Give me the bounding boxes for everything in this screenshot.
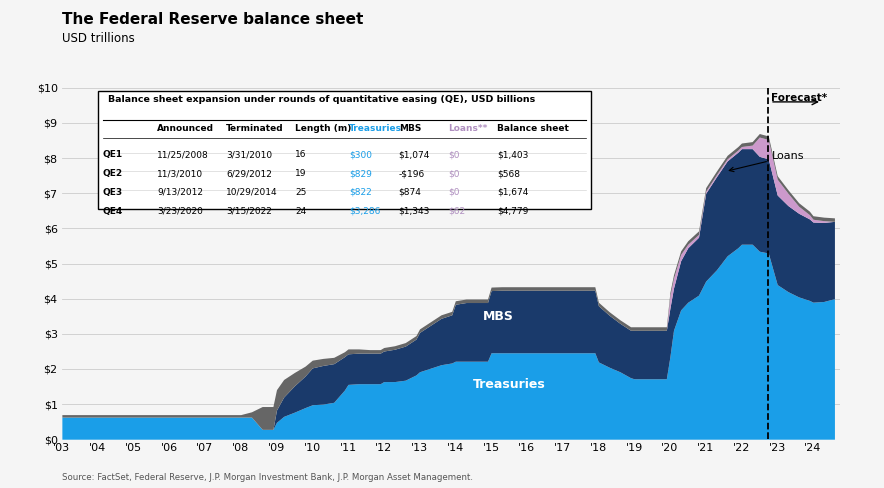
Text: QE3: QE3	[103, 188, 123, 197]
Text: Terminated: Terminated	[226, 124, 284, 133]
Text: $0: $0	[448, 188, 460, 197]
Text: The Federal Reserve balance sheet: The Federal Reserve balance sheet	[62, 12, 363, 27]
Text: 19: 19	[295, 169, 307, 178]
Text: $62: $62	[448, 207, 465, 216]
Text: $1,674: $1,674	[498, 188, 529, 197]
Text: $4,779: $4,779	[498, 207, 529, 216]
Text: $300: $300	[349, 150, 372, 159]
Text: $822: $822	[349, 188, 372, 197]
Text: $874: $874	[399, 188, 422, 197]
Text: 11/3/2010: 11/3/2010	[156, 169, 203, 178]
Bar	[97, 91, 591, 209]
Text: Loans**: Loans**	[448, 124, 487, 133]
Text: $1,403: $1,403	[498, 150, 529, 159]
Text: $0: $0	[448, 169, 460, 178]
Text: Source: FactSet, Federal Reserve, J.P. Morgan Investment Bank, J.P. Morgan Asset: Source: FactSet, Federal Reserve, J.P. M…	[62, 473, 473, 482]
Text: 3/31/2010: 3/31/2010	[226, 150, 272, 159]
Text: 16: 16	[295, 150, 307, 159]
Text: MBS: MBS	[483, 310, 514, 323]
Text: $3,286: $3,286	[349, 207, 381, 216]
Text: 11/25/2008: 11/25/2008	[156, 150, 209, 159]
Text: Length (m): Length (m)	[295, 124, 352, 133]
Text: 10/29/2014: 10/29/2014	[226, 188, 278, 197]
Text: $568: $568	[498, 169, 521, 178]
Text: QE2: QE2	[103, 169, 123, 178]
Text: MBS: MBS	[399, 124, 421, 133]
Text: Loans: Loans	[729, 151, 804, 172]
Text: QE4: QE4	[103, 207, 123, 216]
Text: Balance sheet: Balance sheet	[498, 124, 569, 133]
Text: 25: 25	[295, 188, 307, 197]
Text: 3/23/2020: 3/23/2020	[156, 207, 202, 216]
Text: -$196: -$196	[399, 169, 425, 178]
Text: 24: 24	[295, 207, 307, 216]
Text: QE1: QE1	[103, 150, 123, 159]
Text: 3/15/2022: 3/15/2022	[226, 207, 272, 216]
Text: Forecast*: Forecast*	[771, 93, 827, 103]
Text: Balance sheet expansion under rounds of quantitative easing (QE), USD billions: Balance sheet expansion under rounds of …	[108, 95, 535, 104]
Text: Treasuries: Treasuries	[473, 378, 545, 391]
Text: $1,074: $1,074	[399, 150, 431, 159]
Text: 6/29/2012: 6/29/2012	[226, 169, 272, 178]
Text: 9/13/2012: 9/13/2012	[156, 188, 202, 197]
Text: USD trillions: USD trillions	[62, 32, 134, 45]
Text: Treasuries: Treasuries	[349, 124, 402, 133]
Text: $829: $829	[349, 169, 372, 178]
Text: Announced: Announced	[156, 124, 214, 133]
Text: $1,343: $1,343	[399, 207, 431, 216]
Text: $0: $0	[448, 150, 460, 159]
